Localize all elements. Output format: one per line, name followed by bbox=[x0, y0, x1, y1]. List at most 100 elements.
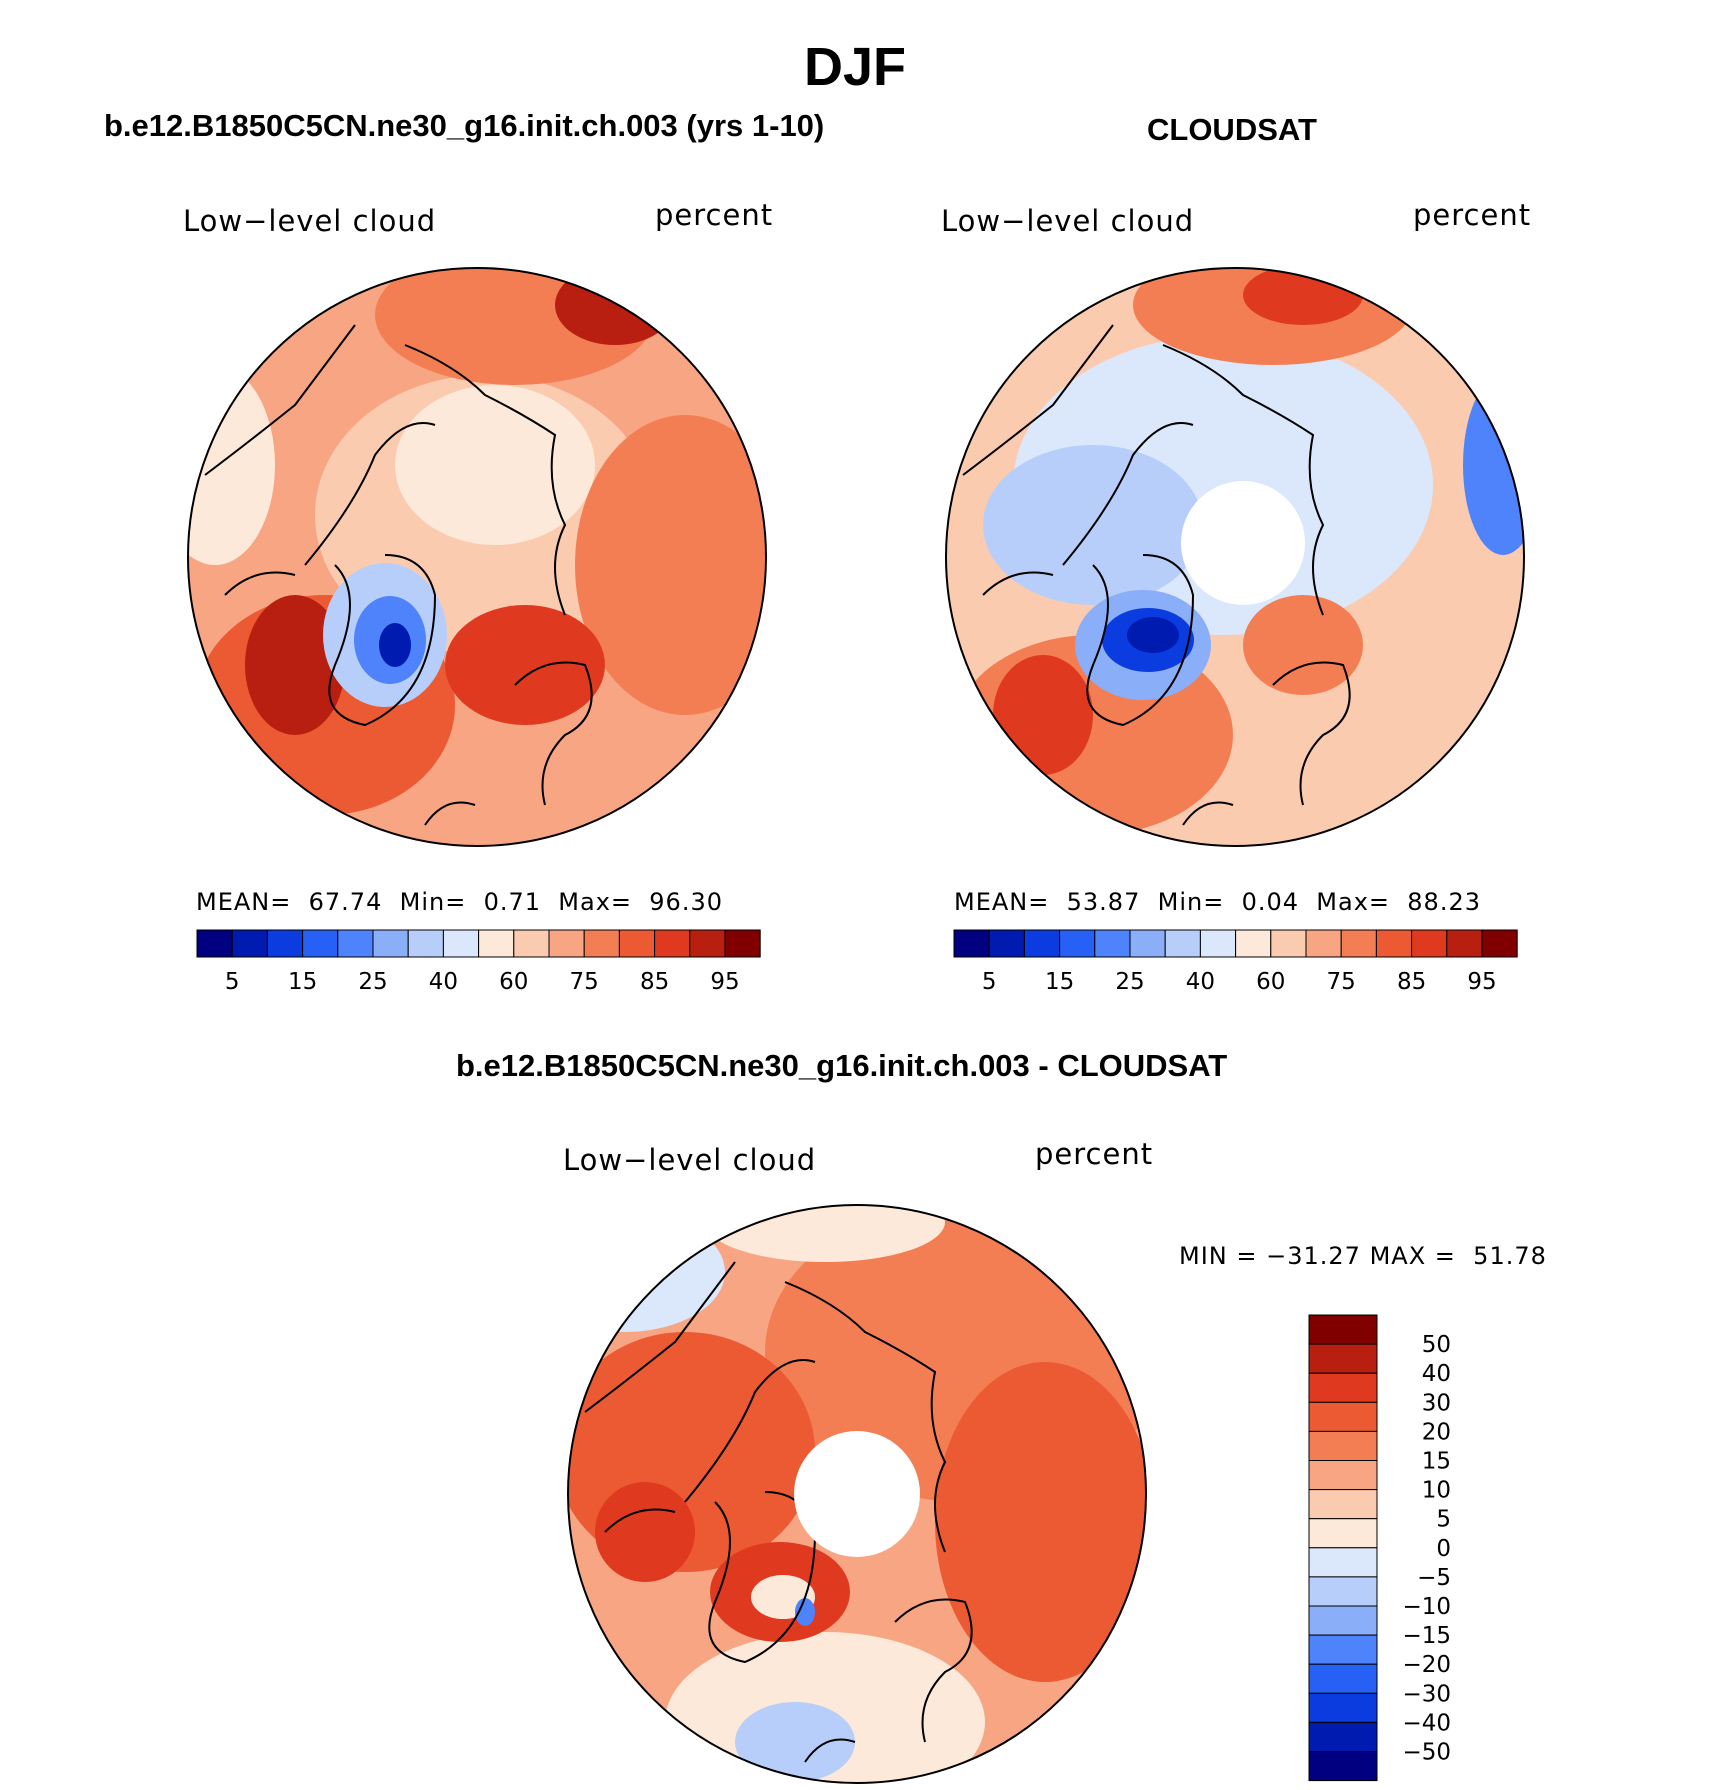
difference-max-value: 51.78 bbox=[1473, 1242, 1547, 1270]
difference-min-value: −31.27 bbox=[1266, 1242, 1361, 1270]
model-coastlines bbox=[204, 324, 593, 826]
obs-greenland-min-region bbox=[1127, 617, 1179, 653]
model-greenland-min-region bbox=[379, 623, 411, 667]
model-colorbar-tick-label: 5 bbox=[225, 969, 240, 995]
difference-colorbar-box-3 bbox=[1308, 1401, 1378, 1432]
obs-colorbar-box-2 bbox=[1023, 929, 1061, 958]
model-pole-pale-region bbox=[395, 385, 595, 545]
model-colorbar-box-3 bbox=[302, 929, 339, 958]
obs-colorbar-tick-label: 95 bbox=[1467, 969, 1496, 995]
difference-colorbar-tick-label: 40 bbox=[1422, 1361, 1451, 1387]
model-norwegian-warm-region bbox=[445, 605, 605, 725]
difference-colorbar-tick-label: 0 bbox=[1436, 1536, 1451, 1562]
difference-variable-label: Low−level cloud bbox=[563, 1143, 817, 1177]
obs-units-label: percent bbox=[1413, 198, 1532, 232]
model-polar-map bbox=[187, 267, 767, 847]
obs-colorbar-tick-label: 25 bbox=[1115, 969, 1144, 995]
model-units-label: percent bbox=[655, 198, 774, 232]
difference-colorbar-box-0 bbox=[1308, 1314, 1378, 1345]
obs-colorbar-tick-label: 85 bbox=[1397, 969, 1426, 995]
difference-colorbar-tick-label: −15 bbox=[1402, 1623, 1451, 1649]
model-max-value: 96.30 bbox=[649, 888, 723, 916]
obs-colorbar-box-1 bbox=[988, 929, 1025, 958]
obs-colorbar-box-4 bbox=[1094, 929, 1131, 958]
difference-colorbar-tick-label: −30 bbox=[1402, 1681, 1451, 1707]
difference-eastern-warm-region bbox=[935, 1362, 1146, 1682]
obs-norwegian-warm-region bbox=[1243, 595, 1363, 695]
model-max-label: Max= bbox=[558, 888, 633, 916]
model-colorbar-box-7 bbox=[442, 929, 480, 958]
model-colorbar-box-2 bbox=[266, 929, 304, 958]
obs-colorbar-tick-label: 40 bbox=[1186, 969, 1215, 995]
model-colorbar-tick-label: 40 bbox=[429, 969, 458, 995]
difference-colorbar-tick-label: 5 bbox=[1436, 1507, 1451, 1533]
model-colorbar-tick-label: 60 bbox=[499, 969, 528, 995]
model-stats: MEAN= 67.74 Min= 0.71 Max= 96.30 bbox=[196, 888, 723, 916]
obs-panel-title: CLOUDSAT bbox=[1147, 112, 1317, 147]
difference-colorbar-box-4 bbox=[1308, 1430, 1378, 1462]
obs-colorbar-box-10 bbox=[1305, 929, 1342, 958]
obs-colorbar-box-0 bbox=[953, 929, 990, 958]
main-title: DJF bbox=[803, 37, 906, 97]
difference-colorbar-box-6 bbox=[1308, 1489, 1378, 1520]
model-colorbar-tick-label: 85 bbox=[640, 969, 669, 995]
difference-panel-title: b.e12.B1850C5CN.ne30_g16.init.ch.003 - C… bbox=[456, 1048, 1228, 1083]
difference-colorbar-tick-label: −10 bbox=[1402, 1594, 1451, 1620]
model-mean-label: MEAN= bbox=[196, 888, 292, 916]
difference-colorbar-box-9 bbox=[1308, 1576, 1378, 1607]
model-colorbar: 5 15 25 40 60 75 85 95 bbox=[196, 929, 761, 995]
obs-colorbar-box-8 bbox=[1235, 929, 1272, 958]
model-mean-value: 67.74 bbox=[308, 888, 383, 916]
model-colorbar-box-14 bbox=[689, 929, 726, 958]
difference-coastlines bbox=[584, 1261, 973, 1763]
obs-stats: MEAN= 53.87 Min= 0.04 Max= 88.23 bbox=[954, 888, 1481, 916]
obs-colorbar-box-14 bbox=[1446, 929, 1483, 958]
model-colorbar-box-5 bbox=[372, 929, 409, 958]
model-colorbar-box-11 bbox=[583, 929, 620, 958]
obs-coastlines bbox=[962, 324, 1351, 826]
model-colorbar-box-13 bbox=[654, 929, 691, 958]
difference-colorbar-tick-label: 20 bbox=[1422, 1419, 1451, 1445]
difference-colorbar-tick-label: −5 bbox=[1417, 1565, 1451, 1591]
model-min-value: 0.71 bbox=[483, 888, 542, 916]
difference-colorbar-box-1 bbox=[1308, 1343, 1378, 1374]
difference-north-pale-region bbox=[705, 1205, 945, 1262]
obs-east-edge-cool-region bbox=[1463, 375, 1524, 555]
model-colorbar-box-8 bbox=[478, 929, 515, 958]
difference-colorbar-box-8 bbox=[1308, 1547, 1378, 1578]
obs-colorbar: 5 15 25 40 60 75 85 95 bbox=[953, 929, 1518, 995]
difference-labrador-max-region bbox=[595, 1482, 695, 1582]
difference-colorbar-box-10 bbox=[1308, 1605, 1378, 1636]
obs-max-label: Max= bbox=[1316, 888, 1391, 916]
model-colorbar-box-6 bbox=[407, 929, 444, 958]
difference-greenland-cool-region bbox=[795, 1598, 815, 1626]
obs-colorbar-tick-label: 75 bbox=[1327, 969, 1356, 995]
difference-units-label: percent bbox=[1035, 1137, 1154, 1171]
model-eastern-warm-region bbox=[575, 415, 766, 715]
difference-colorbar-box-2 bbox=[1308, 1372, 1378, 1403]
difference-colorbar-box-14 bbox=[1308, 1721, 1378, 1752]
obs-max-value: 88.23 bbox=[1407, 888, 1481, 916]
obs-pacific-max-region bbox=[1243, 268, 1363, 325]
model-panel-title: b.e12.B1850C5CN.ne30_g16.init.ch.003 (yr… bbox=[104, 108, 825, 143]
model-labrador-max-region bbox=[245, 595, 345, 735]
obs-colorbar-box-3 bbox=[1059, 929, 1096, 958]
obs-mean-value: 53.87 bbox=[1066, 888, 1141, 916]
difference-polar-map bbox=[567, 1204, 1147, 1784]
difference-stats: MIN = −31.27 MAX = 51.78 bbox=[1179, 1242, 1547, 1270]
model-variable-label: Low−level cloud bbox=[183, 204, 437, 238]
model-colorbar-tick-label: 75 bbox=[570, 969, 599, 995]
obs-min-value: 0.04 bbox=[1241, 888, 1300, 916]
difference-colorbar-box-13 bbox=[1308, 1692, 1378, 1723]
difference-colorbar-box-5 bbox=[1308, 1460, 1378, 1491]
difference-colorbar-tick-label: 15 bbox=[1422, 1449, 1451, 1475]
difference-colorbar-tick-label: −20 bbox=[1402, 1652, 1451, 1678]
model-colorbar-box-0 bbox=[196, 929, 233, 958]
model-pacific-max-region bbox=[555, 268, 675, 345]
model-colorbar-box-15 bbox=[724, 929, 761, 958]
obs-colorbar-tick-label: 15 bbox=[1045, 969, 1074, 995]
obs-polar-hole bbox=[1181, 481, 1305, 605]
model-colorbar-box-1 bbox=[231, 929, 268, 958]
obs-colorbar-box-11 bbox=[1340, 929, 1377, 958]
